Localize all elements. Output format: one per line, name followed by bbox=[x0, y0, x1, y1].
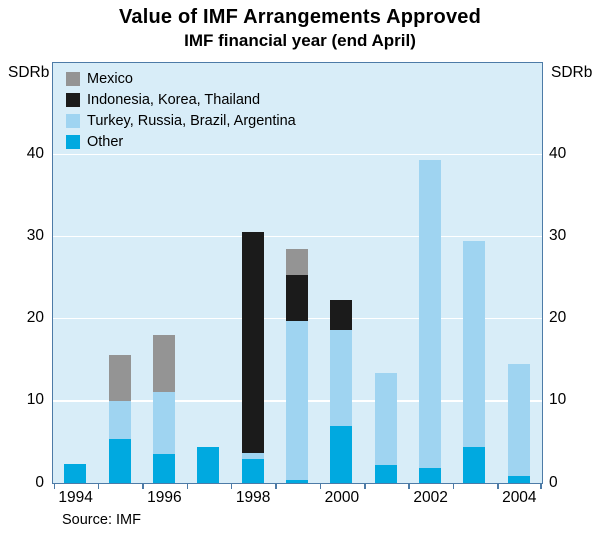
chart-subtitle: IMF financial year (end April) bbox=[184, 31, 416, 50]
x-axis-tick bbox=[230, 484, 233, 489]
y-tick-label: 30 bbox=[26, 227, 44, 245]
x-axis-tick bbox=[275, 484, 277, 489]
x-tick-label: 1998 bbox=[235, 489, 271, 506]
legend: Mexico Indonesia, Korea, Thailand Turkey… bbox=[66, 68, 296, 152]
bar-segment bbox=[419, 468, 442, 483]
bar-segment bbox=[241, 452, 264, 460]
x-axis-tick bbox=[540, 484, 542, 489]
y-axis-labels-left: 0 10 20 30 40 bbox=[0, 62, 44, 491]
x-tick-label: 2002 bbox=[413, 489, 448, 506]
y-axis-labels-right: 0 10 20 30 40 bbox=[549, 62, 589, 491]
x-axis-tick bbox=[364, 484, 366, 489]
legend-swatch-indonesia-korea-thailand bbox=[66, 92, 80, 107]
legend-label-other: Other bbox=[87, 133, 124, 150]
x-axis-tick bbox=[452, 484, 455, 489]
bar-segment bbox=[419, 160, 442, 469]
bar-segment bbox=[152, 391, 175, 455]
gridline bbox=[53, 153, 542, 156]
x-axis-tick bbox=[319, 484, 322, 489]
legend-label-mexico: Mexico bbox=[87, 70, 133, 87]
y-tick-label: 20 bbox=[26, 309, 44, 327]
bar-segment bbox=[507, 363, 530, 477]
x-axis-tick bbox=[497, 484, 499, 489]
legend-item-indonesia-korea-thailand: Indonesia, Korea, Thailand bbox=[66, 89, 296, 110]
y-axis-unit-right: SDRb bbox=[551, 64, 593, 81]
bar-segment bbox=[241, 232, 264, 453]
x-axis-labels: 1994 1996 1998 2000 2002 2004 bbox=[52, 489, 543, 509]
bar-segment bbox=[463, 241, 486, 447]
y-tick-label: 10 bbox=[26, 391, 44, 409]
gridline bbox=[53, 235, 542, 238]
bar-segment bbox=[286, 248, 308, 276]
x-axis-tick bbox=[53, 484, 55, 489]
legend-label-turkey-russia-brazil-argentina: Turkey, Russia, Brazil, Argentina bbox=[87, 112, 296, 129]
legend-swatch-mexico bbox=[66, 71, 80, 86]
source-note: Source: IMF bbox=[62, 512, 141, 528]
y-tick-label: 0 bbox=[35, 473, 44, 491]
legend-item-turkey-russia-brazil-argentina: Turkey, Russia, Brazil, Argentina bbox=[66, 110, 296, 131]
y-tick-label: 40 bbox=[549, 144, 567, 162]
bar-segment bbox=[330, 299, 353, 331]
bar-segment bbox=[286, 321, 308, 480]
y-tick-label: 20 bbox=[549, 309, 567, 327]
x-tick-label: 2004 bbox=[502, 489, 537, 506]
plot-area: Mexico Indonesia, Korea, Thailand Turkey… bbox=[52, 62, 543, 484]
y-tick-label: 10 bbox=[549, 391, 567, 409]
bar-segment bbox=[374, 464, 397, 483]
bar-segment bbox=[330, 330, 353, 426]
bar-segment bbox=[64, 464, 87, 483]
bar-segment bbox=[108, 439, 131, 483]
bar-segment bbox=[108, 354, 131, 401]
bar-segment bbox=[241, 459, 264, 483]
x-axis-tick bbox=[186, 484, 189, 489]
bar-segment bbox=[463, 446, 486, 483]
bar-segment bbox=[152, 454, 175, 483]
legend-item-other: Other bbox=[66, 131, 296, 152]
y-axis-unit-left: SDRb bbox=[8, 64, 50, 81]
bar-segment bbox=[108, 400, 131, 440]
x-axis-tick bbox=[408, 484, 410, 489]
y-tick-label: 40 bbox=[26, 144, 44, 162]
legend-item-mexico: Mexico bbox=[66, 68, 296, 89]
x-tick-label: 1996 bbox=[147, 489, 182, 506]
x-axis-tick bbox=[97, 484, 100, 489]
y-tick-label: 30 bbox=[549, 227, 567, 245]
legend-swatch-turkey-russia-brazil-argentina bbox=[66, 113, 80, 128]
chart-title: Value of IMF Arrangements Approved bbox=[118, 6, 482, 28]
bar-segment bbox=[152, 335, 175, 392]
y-tick-label: 0 bbox=[549, 473, 558, 491]
bar-segment bbox=[330, 425, 353, 483]
x-tick-label: 2000 bbox=[324, 489, 360, 506]
bar-segment bbox=[286, 479, 308, 483]
bar-segment bbox=[197, 446, 220, 483]
legend-swatch-other bbox=[66, 134, 80, 149]
x-tick-label: 1994 bbox=[58, 489, 93, 506]
bar-segment bbox=[507, 476, 530, 483]
legend-label-indonesia-korea-thailand: Indonesia, Korea, Thailand bbox=[87, 91, 261, 108]
bar-segment bbox=[286, 275, 308, 322]
bar-segment bbox=[374, 372, 397, 465]
x-axis-tick bbox=[142, 484, 144, 489]
